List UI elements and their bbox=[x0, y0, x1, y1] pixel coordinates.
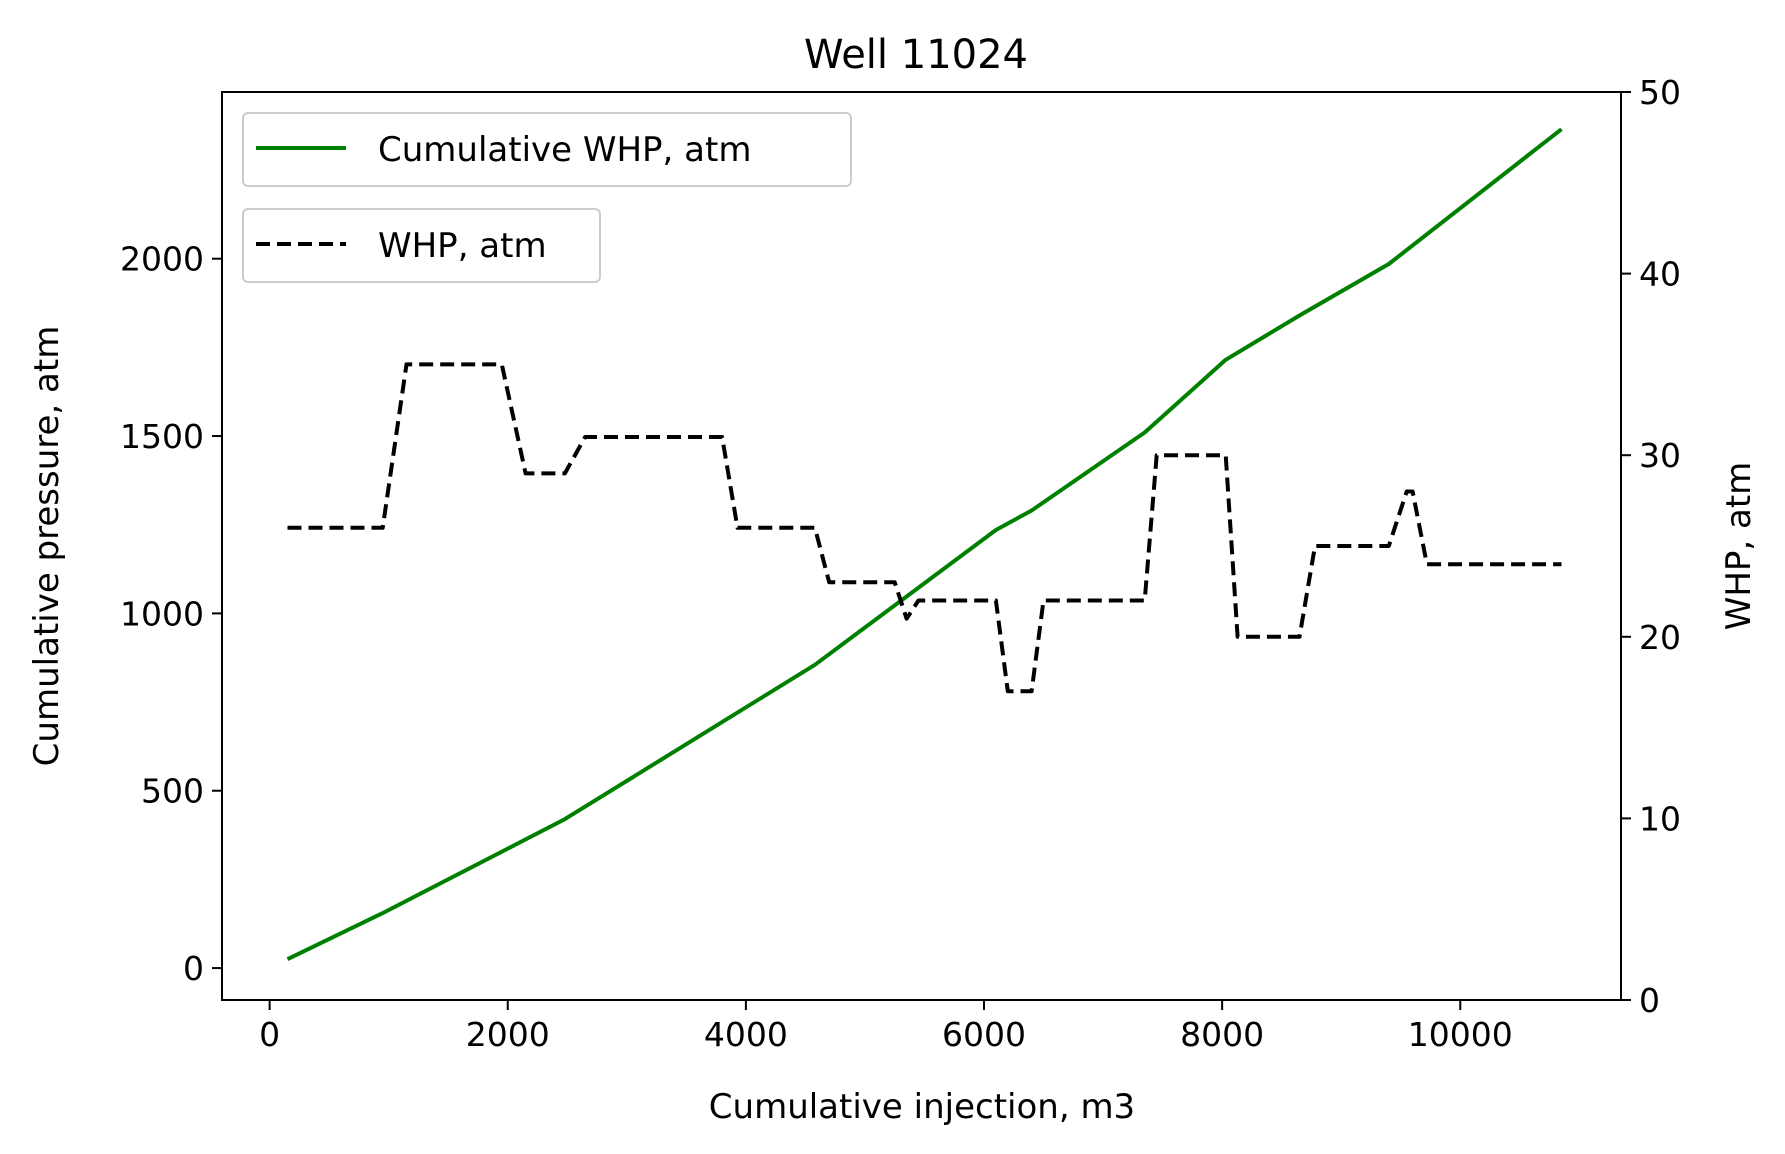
right-y-tick-label: 0 bbox=[1639, 981, 1660, 1020]
legend-box bbox=[242, 112, 852, 187]
right-y-tick-label: 30 bbox=[1639, 436, 1681, 475]
whp-line bbox=[287, 362, 1562, 694]
left-y-tick-label: 0 bbox=[183, 949, 204, 988]
legend-label: Cumulative WHP, atm bbox=[378, 130, 751, 170]
right-y-tick-label: 20 bbox=[1639, 618, 1681, 657]
cumulative-whp-line bbox=[286, 127, 1563, 962]
x-tick-label: 2000 bbox=[466, 1015, 550, 1054]
x-axis-ticks: 0 2000 4000 6000 8000 10000 bbox=[259, 1000, 1513, 1054]
x-tick-label: 6000 bbox=[942, 1015, 1026, 1054]
plot-frame bbox=[221, 91, 1622, 1001]
chart-title: Well 11024 bbox=[804, 32, 1028, 78]
right-y-axis-ticks: 0 10 20 30 40 50 bbox=[1621, 73, 1681, 1020]
left-y-tick-label: 1500 bbox=[120, 417, 204, 456]
legend-label: WHP, atm bbox=[378, 226, 547, 266]
left-y-axis-ticks: 0 500 1000 1500 2000 bbox=[120, 240, 222, 988]
left-y-tick-label: 1000 bbox=[120, 594, 204, 633]
right-y-axis-label: WHP, atm bbox=[1719, 462, 1759, 631]
x-tick-label: 8000 bbox=[1180, 1015, 1264, 1054]
right-y-tick-label: 10 bbox=[1639, 799, 1681, 838]
legend-whp: WHP, atm bbox=[242, 208, 601, 283]
x-tick-label: 0 bbox=[259, 1015, 280, 1054]
right-y-tick-label: 40 bbox=[1639, 255, 1681, 294]
x-tick-label: 4000 bbox=[704, 1015, 788, 1054]
x-tick-label: 10000 bbox=[1408, 1015, 1513, 1054]
legend-cumulative-whp: Cumulative WHP, atm bbox=[242, 112, 852, 187]
x-axis-label: Cumulative injection, m3 bbox=[709, 1087, 1135, 1127]
left-y-axis-label: Cumulative pressure, atm bbox=[27, 326, 67, 767]
legend-box bbox=[242, 208, 601, 283]
right-y-tick-label: 50 bbox=[1639, 73, 1681, 112]
left-y-tick-label: 2000 bbox=[120, 240, 204, 279]
left-y-tick-label: 500 bbox=[141, 772, 204, 811]
plot-lines bbox=[286, 127, 1563, 962]
